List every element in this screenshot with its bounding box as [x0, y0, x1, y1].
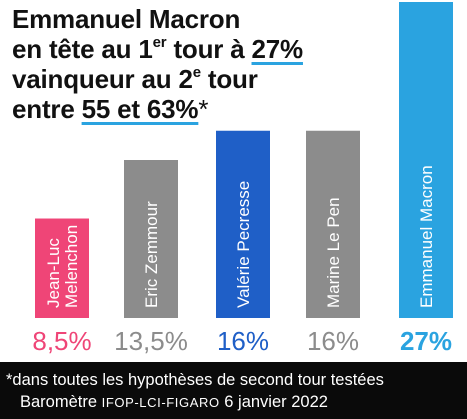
bar-name-label: Valérie Pecresse: [234, 181, 253, 308]
superscript: e: [192, 64, 201, 81]
value-label: 27%: [400, 326, 452, 356]
bar-name-label: Eric Zemmour: [142, 201, 161, 308]
asterisk: *: [198, 94, 209, 124]
footer: *dans toutes les hypothèses de second to…: [0, 362, 467, 419]
headline-line-1: Emmanuel Macron: [12, 4, 397, 34]
bar: [306, 130, 360, 318]
headline: Emmanuel Macron en tête au 1er tour à 27…: [12, 4, 397, 124]
superscript: er: [152, 34, 167, 51]
value-label: 16%: [307, 326, 359, 356]
bar: [216, 130, 270, 318]
bar-chart: Jean-LucMelenchon 8,5% Eric Zemmour 13,5% Va…: [32, 2, 453, 356]
headline-text: tour à: [166, 34, 252, 64]
bar-name-label: Emmanuel Macron: [417, 165, 436, 308]
headline-text: en tête au 1: [12, 34, 153, 64]
footnote: *dans toutes les hypothèses de second to…: [6, 371, 384, 389]
bar: [399, 2, 453, 318]
source-line: Baromètre IFOP-LCI-FIGARO 6 janvier 2022: [20, 393, 328, 412]
bar: [124, 160, 178, 318]
source-date: 6 janvier 2022: [219, 393, 328, 411]
headline-line-4: entre 55 et 63%*: [12, 94, 397, 124]
headline-text: Emmanuel Macron: [12, 4, 241, 34]
headline-text: vainqueur au 2: [12, 64, 193, 94]
value-label: 13,5%: [114, 326, 188, 356]
source-prefix: Baromètre: [20, 393, 102, 411]
value-label: 16%: [217, 326, 269, 356]
bar: [35, 218, 89, 318]
value-label: 8,5%: [32, 326, 91, 356]
first-round-percent: 27%: [251, 34, 304, 64]
headline-line-2: en tête au 1er tour à 27%: [12, 34, 397, 64]
source-name: IFOP-LCI-FIGARO: [101, 395, 220, 410]
headline-text: entre: [12, 94, 82, 124]
headline-line-3: vainqueur au 2e tour: [12, 64, 397, 94]
bar-name-label: Jean-LucMelenchon: [44, 225, 81, 308]
second-round-range: 55 et 63%: [81, 94, 199, 124]
bar-name-label: Marine Le Pen: [324, 197, 343, 308]
headline-text: tour: [200, 64, 258, 94]
